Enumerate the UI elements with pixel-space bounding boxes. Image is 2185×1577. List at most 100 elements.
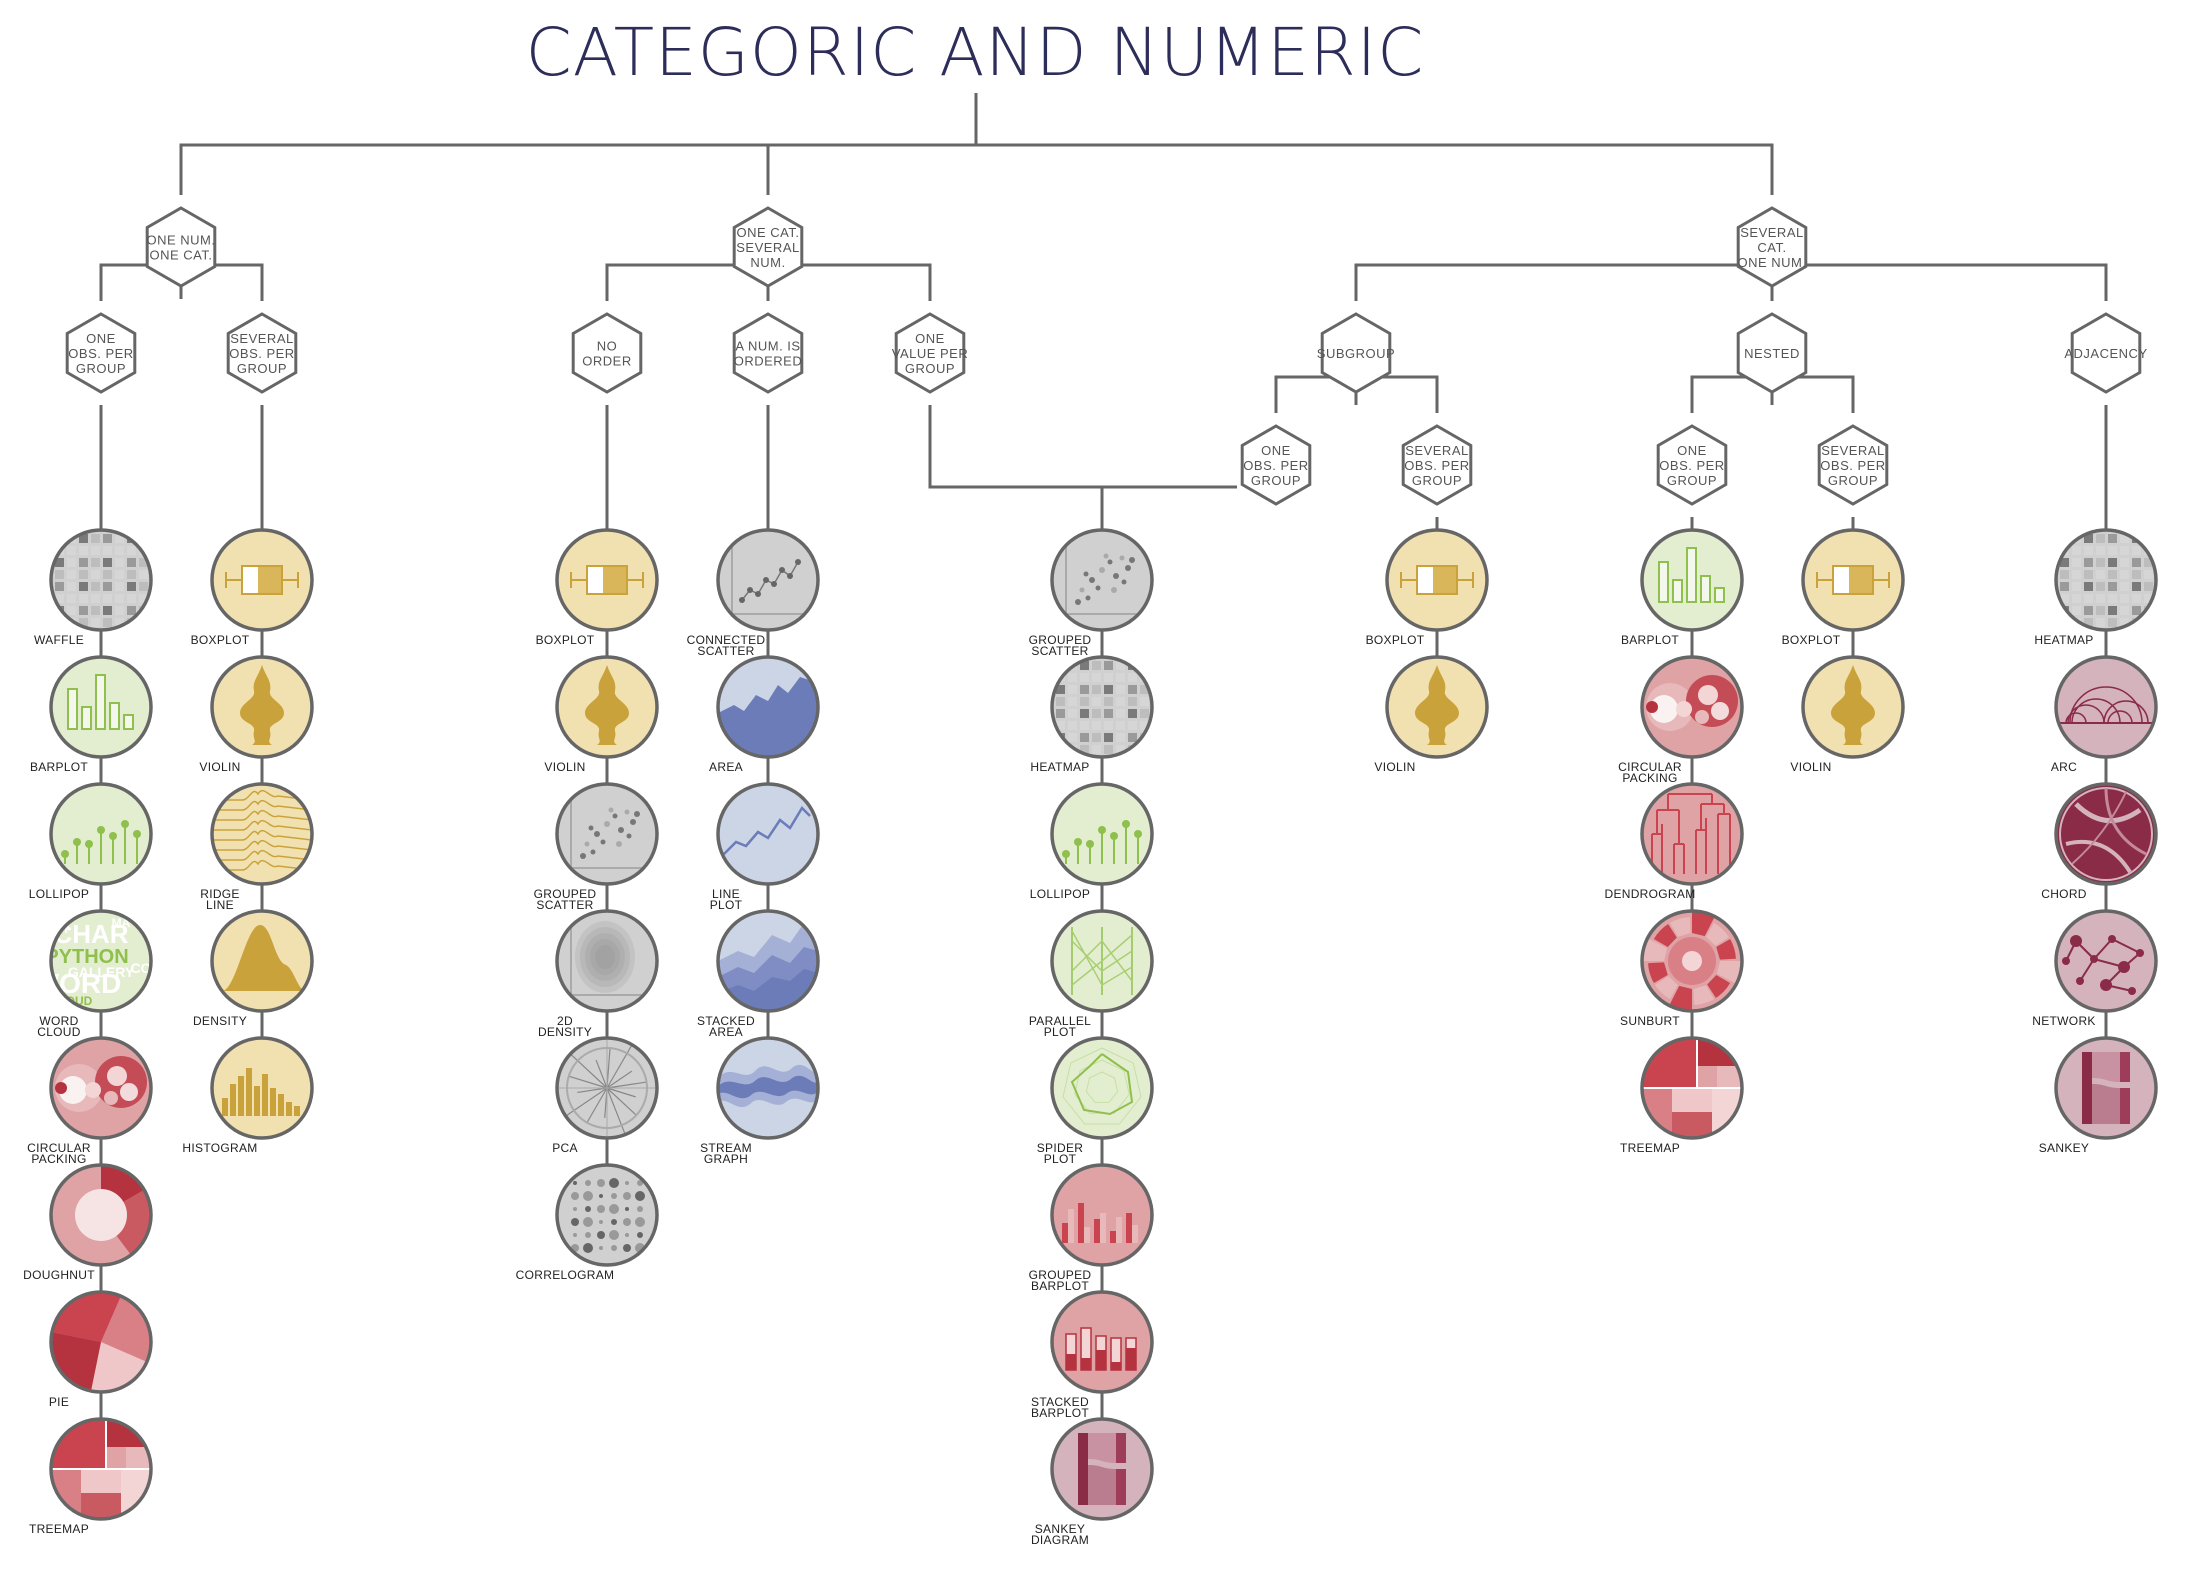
violin-icon: [1831, 665, 1875, 745]
chart-type-treemap[interactable]: TREEMAP: [1620, 1036, 1744, 1155]
chart-type-label: GRAPH: [704, 1152, 748, 1166]
violin-icon: [240, 665, 284, 745]
chart-type-label: SANKEY: [1035, 1522, 1086, 1536]
wordcloud-word: PYTHON: [45, 946, 128, 968]
correlogram-icon: [571, 1178, 645, 1253]
stackedbar-icon: [1065, 1327, 1137, 1371]
groupedbar-icon: [1062, 1203, 1138, 1243]
chart-type-sunburst[interactable]: SUNBURT: [1620, 909, 1744, 1028]
chart-type-network[interactable]: NETWORK: [2032, 909, 2158, 1028]
chart-type-label: CIRCULAR: [1618, 760, 1682, 774]
chart-type-violin[interactable]: VIOLIN: [1374, 655, 1489, 774]
connector-line: [928, 405, 1104, 530]
hexagon-label: ONE NUM.: [147, 233, 216, 248]
chart-type-dendrogram[interactable]: DENDROGRAM: [1604, 782, 1744, 901]
chart-type-label: SPIDER: [1037, 1141, 1084, 1155]
hexagon-label: SEVERAL: [736, 240, 799, 255]
chart-type-violin[interactable]: VIOLIN: [544, 655, 659, 774]
hexagon-label: ONE NUM.: [1738, 255, 1807, 270]
lollipop-icon: [61, 820, 141, 864]
chart-type-pie[interactable]: PIE: [49, 1290, 153, 1409]
chart-type-chord[interactable]: CHORD: [2041, 782, 2158, 901]
stacked-icon: [718, 923, 818, 1011]
chart-type-sankey[interactable]: SANKEY: [2039, 1036, 2158, 1155]
chart-type-label: VIOLIN: [199, 760, 240, 774]
chart-type-label: BARPLOT: [1031, 1406, 1089, 1420]
hexagon-label: GROUP: [237, 361, 287, 376]
violin-icon: [585, 665, 629, 745]
chart-type-treemap[interactable]: TREEMAP: [29, 1417, 153, 1536]
chart-type-area[interactable]: AREA: [709, 655, 820, 774]
hexagon-label: GROUP: [905, 361, 955, 376]
hexagon-label: SEVERAL: [230, 331, 293, 346]
chart-type-lollipop[interactable]: LOLLIPOP: [29, 782, 153, 901]
treemap-icon: [1642, 1038, 1742, 1138]
hexagon-label: SEVERAL: [1405, 443, 1468, 458]
chart-type-label: GROUPED: [1029, 633, 1092, 647]
chart-type-doughnut[interactable]: DOUGHNUT: [23, 1163, 153, 1282]
hexagon-label: A NUM. IS: [735, 339, 800, 354]
connector-line: [1354, 263, 2108, 301]
chart-type-violin[interactable]: VIOLIN: [1790, 655, 1905, 774]
chart-type-density[interactable]: DENSITY: [193, 909, 314, 1028]
arc-icon: [2060, 686, 2152, 724]
chart-type-label: BOXPLOT: [536, 633, 595, 647]
chart-type-correlogram[interactable]: CORRELOGRAM: [516, 1163, 659, 1282]
chart-type-boxplot[interactable]: BOXPLOT: [1366, 528, 1489, 647]
density-icon: [222, 925, 306, 991]
chart-type-boxplot[interactable]: BOXPLOT: [1782, 528, 1905, 647]
chart-type-label: DENSITY: [193, 1014, 247, 1028]
chart-type-waffle[interactable]: HEATMAP: [2034, 528, 2158, 647]
chart-type-label: CIRCULAR: [27, 1141, 91, 1155]
chart-type-label: CHORD: [2041, 887, 2087, 901]
hexagon-label: ONE CAT.: [737, 225, 800, 240]
chart-type-wordcloud[interactable]: CHARPYTHONGALLERYWORDCLOUDMACOMYWORDCLOU…: [33, 909, 153, 1039]
spider-icon: [1062, 1047, 1142, 1125]
chart-type-waffle[interactable]: WAFFLE: [34, 528, 153, 647]
hexagon-label: VALUE PER: [892, 346, 969, 361]
chord-icon: [2059, 787, 2153, 881]
chart-type-waffle[interactable]: HEATMAP: [1030, 655, 1154, 774]
chart-type-barplot[interactable]: BARPLOT: [1621, 528, 1744, 647]
chart-type-label: DENSITY: [538, 1025, 592, 1039]
chart-type-label: AREA: [709, 1025, 743, 1039]
chart-type-violin[interactable]: VIOLIN: [199, 655, 314, 774]
chart-type-label: CORRELOGRAM: [516, 1268, 615, 1282]
sankey-icon: [1078, 1433, 1126, 1505]
chart-type-label: CONNECTED: [687, 633, 766, 647]
chart-type-barplot[interactable]: BARPLOT: [30, 655, 153, 774]
chart-type-histogram[interactable]: HISTOGRAM: [182, 1036, 314, 1155]
hexagon-label: ORDER: [582, 354, 631, 369]
barplot-icon: [67, 674, 134, 730]
chart-type-label: PARALLEL: [1029, 1014, 1091, 1028]
chart-type-label: HEATMAP: [1030, 760, 1089, 774]
chart-type-label: PLOT: [710, 898, 743, 912]
chart-type-boxplot[interactable]: BOXPLOT: [191, 528, 314, 647]
hexagon-label: OBS. PER: [1243, 458, 1308, 473]
packing-icon: [1646, 675, 1738, 731]
chart-type-boxplot[interactable]: BOXPLOT: [536, 528, 659, 647]
chart-type-pca[interactable]: PCA: [552, 1036, 659, 1155]
hexagon-label: GROUP: [76, 361, 126, 376]
chart-type-label: WAFFLE: [34, 633, 84, 647]
chart-type-arc[interactable]: ARC: [2051, 655, 2158, 774]
chart-type-lollipop[interactable]: LOLLIPOP: [1030, 782, 1154, 901]
chart-type-label: PIE: [49, 1395, 69, 1409]
